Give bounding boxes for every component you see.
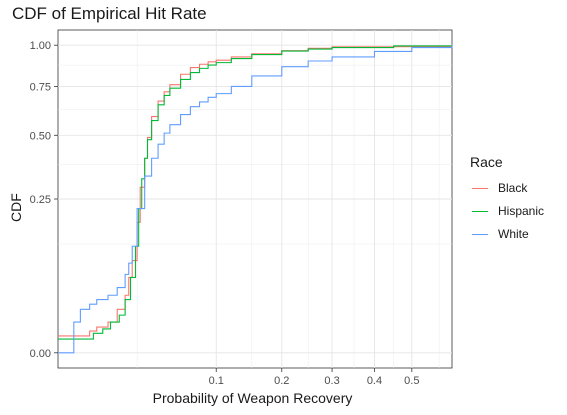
legend-label-black: Black <box>498 180 528 195</box>
y-tick-label: 1.00 <box>30 40 51 52</box>
legend-label-hispanic: Hispanic <box>498 203 545 218</box>
y-tick-label: 0.50 <box>30 130 51 142</box>
x-tick-label: 0.3 <box>324 375 339 387</box>
series-line-white <box>58 45 453 354</box>
legend-label-white: White <box>498 226 529 241</box>
y-tick-label: 0.00 <box>30 348 51 360</box>
legend-item-hispanic: Hispanic <box>470 199 565 222</box>
y-tick-label: 0.25 <box>30 194 51 206</box>
y-axis-label: CDF <box>8 193 24 222</box>
legend-item-black: Black <box>470 176 565 199</box>
legend-key-white <box>470 227 490 241</box>
series-line-hispanic <box>58 45 453 340</box>
legend-item-white: White <box>470 222 565 245</box>
y-tick-label: 0.75 <box>30 81 51 93</box>
x-tick-label: 0.2 <box>274 375 289 387</box>
x-axis-label: Probability of Weapon Recovery <box>152 390 353 406</box>
legend-key-hispanic <box>470 204 490 218</box>
x-tick-label: 0.4 <box>367 375 382 387</box>
legend: Race Black Hispanic White <box>470 154 565 245</box>
x-tick-label: 0.5 <box>404 375 419 387</box>
x-tick-label: 0.1 <box>209 375 224 387</box>
chart-title: CDF of Empirical Hit Rate <box>12 4 207 23</box>
legend-title: Race <box>470 154 503 170</box>
legend-key-black <box>470 181 490 195</box>
